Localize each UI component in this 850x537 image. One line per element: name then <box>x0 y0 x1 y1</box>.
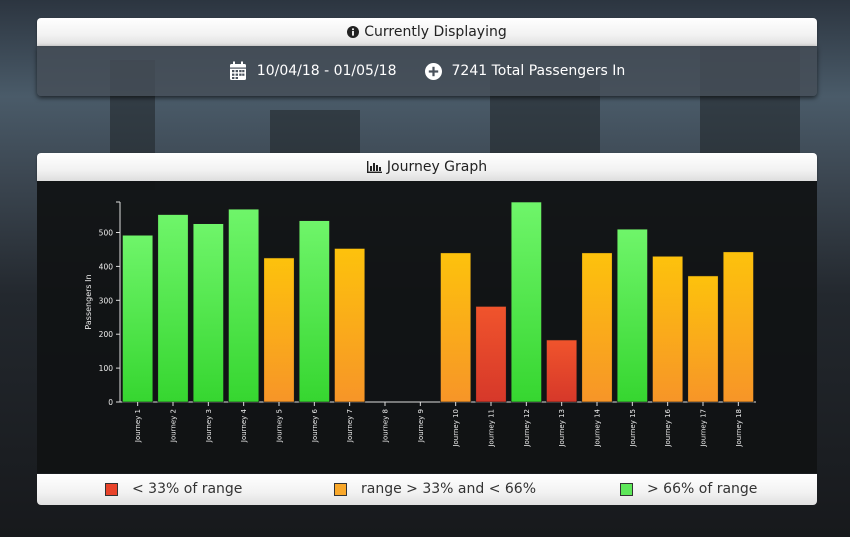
date-range-item: 10/04/18 - 01/05/18 <box>229 61 397 81</box>
legend-item-high: > 66% of range <box>620 481 757 497</box>
x-tick-label: Journey 16 <box>664 408 672 447</box>
total-passengers-text: 7241 Total Passengers In <box>451 63 626 79</box>
bar-chart-icon <box>366 161 382 173</box>
bar <box>298 220 330 403</box>
info-icon <box>347 26 360 38</box>
bar <box>228 208 260 403</box>
x-tick-label: Journey 18 <box>735 409 743 448</box>
bar <box>546 339 578 403</box>
currently-displaying-header: Currently Displaying <box>37 18 817 46</box>
legend-swatch-mid <box>334 482 347 496</box>
currently-displaying-title: Currently Displaying <box>364 24 507 40</box>
bar <box>722 251 754 403</box>
journey-bar-chart: 0 100 200 300 400 500 Passengers In Journey 1 Jo… <box>84 201 756 448</box>
legend-swatch-high <box>620 482 633 496</box>
plus-circle-icon <box>424 62 442 80</box>
legend-item-mid: range > 33% and < 66% <box>334 481 536 497</box>
journey-graph-header: Journey Graph <box>37 153 817 181</box>
bar <box>475 306 507 403</box>
bar <box>616 228 648 403</box>
x-tick-label: Journey 17 <box>700 409 708 448</box>
bar <box>652 255 684 403</box>
legend-item-low: < 33% of range <box>105 481 242 497</box>
journey-graph-body: 0 100 200 300 400 500 Passengers In Journey 1 Jo… <box>37 181 817 473</box>
legend-label-low: < 33% of range <box>132 481 243 497</box>
x-tick-label: Journey 3 <box>205 409 213 443</box>
date-range-text: 10/04/18 - 01/05/18 <box>256 63 397 79</box>
y-tick-label: 400 <box>99 262 114 271</box>
bar <box>581 252 613 403</box>
x-tick-label: Journey 15 <box>629 409 637 448</box>
bar <box>263 257 295 403</box>
legend-label-high: > 66% of range <box>647 481 758 497</box>
x-tick-label: Journey 8 <box>382 409 390 443</box>
bar <box>334 248 366 403</box>
legend-label-mid: range > 33% and < 66% <box>361 481 536 497</box>
x-tick-label: Journey 9 <box>417 409 425 443</box>
x-tick-label: Journey 10 <box>452 409 460 448</box>
currently-displaying-body: 10/04/18 - 01/05/18 7241 Total Passenger… <box>37 46 817 96</box>
bar <box>157 214 189 403</box>
bar <box>687 275 719 403</box>
x-tick-label: Journey 5 <box>276 409 284 443</box>
total-passengers-item: 7241 Total Passengers In <box>424 62 626 80</box>
x-tick-label: Journey 11 <box>488 409 496 448</box>
bar <box>192 223 224 403</box>
x-tick-label: Journey 13 <box>558 409 566 448</box>
bar <box>440 252 472 403</box>
x-tick-label: Journey 1 <box>134 409 142 443</box>
calendar-icon <box>229 61 247 81</box>
bar <box>122 234 154 403</box>
y-axis-label: Passengers In <box>84 274 93 329</box>
x-tick-label: Journey 6 <box>311 408 319 443</box>
chart-legend: < 33% of range range > 33% and < 66% > 6… <box>37 474 817 505</box>
legend-swatch-low <box>105 482 118 496</box>
y-tick-label: 0 <box>108 398 113 407</box>
journey-graph-title: Journey Graph <box>386 159 488 175</box>
x-tick-label: Journey 14 <box>594 408 602 447</box>
x-tick-label: Journey 7 <box>346 409 354 443</box>
y-tick-label: 100 <box>99 364 114 373</box>
bar <box>510 201 542 403</box>
y-tick-label: 500 <box>99 229 114 238</box>
y-tick-label: 200 <box>99 330 114 339</box>
x-tick-label: Journey 2 <box>170 409 178 443</box>
x-tick-label: Journey 12 <box>523 409 531 448</box>
y-tick-label: 300 <box>99 296 114 305</box>
x-tick-label: Journey 4 <box>240 408 248 443</box>
